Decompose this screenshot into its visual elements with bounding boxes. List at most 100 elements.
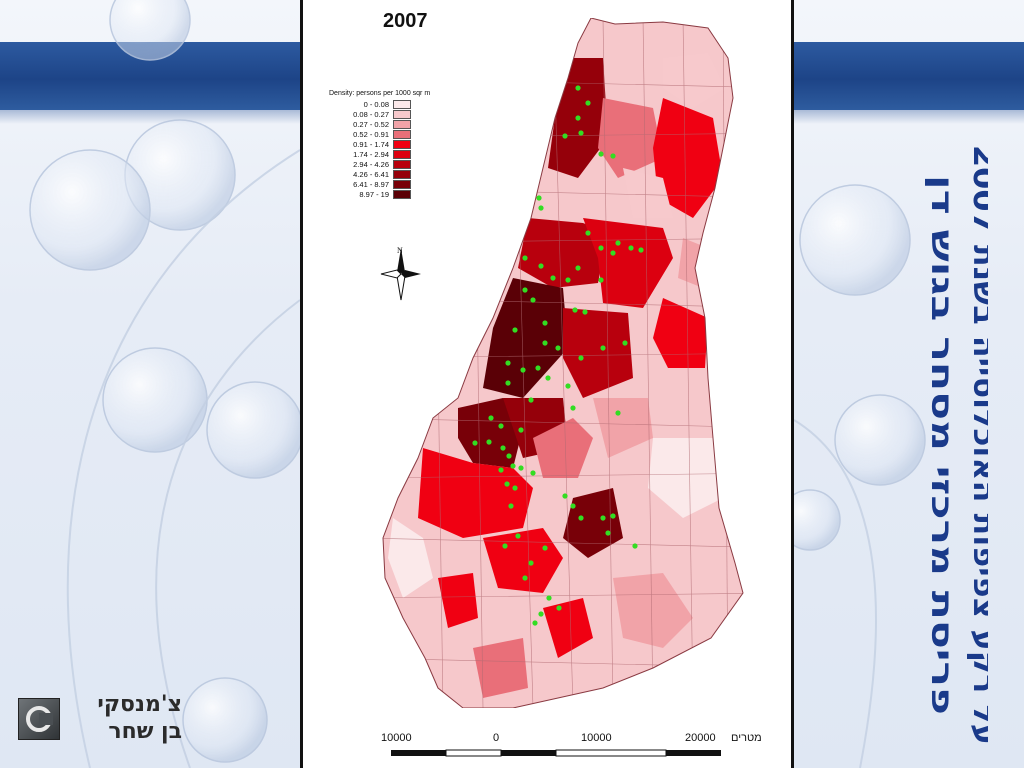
- commercial-center-marker: [500, 445, 506, 451]
- commercial-center-marker: [598, 151, 604, 157]
- commercial-center-marker: [585, 230, 591, 236]
- commercial-center-marker: [522, 287, 528, 293]
- commercial-center-marker: [472, 440, 478, 446]
- north-label: N: [397, 246, 403, 255]
- commercial-center-marker: [505, 360, 511, 366]
- commercial-center-marker: [570, 503, 576, 509]
- scale-label-mid: 10000: [581, 732, 612, 744]
- commercial-center-marker: [498, 467, 504, 473]
- scale-label-right: 20000: [685, 732, 716, 744]
- commercial-center-marker: [515, 533, 521, 539]
- north-arrow-icon: [380, 248, 421, 301]
- commercial-center-marker: [575, 265, 581, 271]
- commercial-center-marker: [506, 453, 512, 459]
- commercial-center-marker: [628, 245, 634, 251]
- legend-range-label: 0 - 0.08: [363, 99, 389, 109]
- scale-label-zero: 0: [493, 732, 500, 744]
- legend-range-label: 1.74 - 2.94: [353, 149, 389, 159]
- legend-row: 6.41 - 8.97: [329, 179, 445, 189]
- legend-range-label: 2.94 - 4.26: [353, 159, 389, 169]
- commercial-center-marker: [615, 240, 621, 246]
- legend-row: 0.91 - 1.74: [329, 139, 445, 149]
- commercial-center-marker: [565, 277, 571, 283]
- commercial-center-marker: [518, 465, 524, 471]
- commercial-center-marker: [622, 340, 628, 346]
- legend-row: 0.08 - 0.27: [329, 109, 445, 119]
- scale-unit: מטרים: [731, 732, 762, 744]
- legend-range-label: 0.52 - 0.91: [353, 129, 389, 139]
- commercial-center-marker: [610, 513, 616, 519]
- legend-swatch: [393, 139, 411, 149]
- legend-title: Density: persons per 1000 sqr m: [329, 90, 431, 97]
- commercial-center-marker: [598, 245, 604, 251]
- commercial-center-marker: [610, 153, 616, 159]
- commercial-center-marker: [610, 250, 616, 256]
- company-logo: צ'מנסקי בן שחר: [18, 692, 188, 750]
- legend-range-label: 6.41 - 8.97: [353, 179, 389, 189]
- commercial-center-marker: [486, 439, 492, 445]
- logo-mark-icon: [18, 698, 60, 740]
- legend-swatch: [393, 159, 411, 169]
- legend-row: 0.52 - 0.91: [329, 129, 445, 139]
- commercial-center-marker: [578, 515, 584, 521]
- legend-row: 8.97 - 19: [329, 189, 445, 199]
- legend-range-label: 8.97 - 19: [359, 189, 389, 199]
- commercial-center-marker: [562, 493, 568, 499]
- commercial-center-marker: [582, 309, 588, 315]
- commercial-center-marker: [532, 620, 538, 626]
- commercial-center-marker: [498, 423, 504, 429]
- legend-range-label: 0.91 - 1.74: [353, 139, 389, 149]
- commercial-center-marker: [585, 100, 591, 106]
- commercial-center-marker: [545, 375, 551, 381]
- scale-label-left: 10000: [381, 732, 412, 744]
- commercial-center-marker: [502, 543, 508, 549]
- logo-line2: בן שחר: [108, 719, 182, 744]
- commercial-center-marker: [562, 133, 568, 139]
- commercial-center-marker: [615, 410, 621, 416]
- logo-line1: צ'מנסקי: [97, 692, 182, 717]
- commercial-center-marker: [488, 415, 494, 421]
- legend-row: 0 - 0.08: [329, 99, 445, 109]
- commercial-center-marker: [578, 355, 584, 361]
- legend-row: 1.74 - 2.94: [329, 149, 445, 159]
- commercial-center-marker: [512, 485, 518, 491]
- commercial-center-marker: [550, 275, 556, 281]
- commercial-center-marker: [512, 327, 518, 333]
- commercial-center-marker: [542, 340, 548, 346]
- commercial-centers: [472, 85, 644, 626]
- commercial-center-marker: [518, 427, 524, 433]
- slide-title: פריסת מרכזי מסחר בגוש דן על רקע צפיפות ה…: [916, 130, 1001, 760]
- commercial-center-marker: [638, 247, 644, 253]
- commercial-center-marker: [572, 307, 578, 313]
- commercial-center-marker: [538, 205, 544, 211]
- commercial-center-marker: [565, 383, 571, 389]
- legend-row: 2.94 - 4.26: [329, 159, 445, 169]
- legend-swatch: [393, 99, 411, 109]
- commercial-center-marker: [578, 130, 584, 136]
- commercial-center-marker: [598, 277, 604, 283]
- commercial-center-marker: [632, 543, 638, 549]
- legend-swatch: [393, 129, 411, 139]
- legend-swatch: [393, 169, 411, 179]
- legend-swatch: [393, 179, 411, 189]
- legend-row: 4.26 - 6.41: [329, 169, 445, 179]
- commercial-center-marker: [538, 611, 544, 617]
- commercial-center-marker: [528, 560, 534, 566]
- commercial-center-marker: [542, 545, 548, 551]
- commercial-center-marker: [555, 345, 561, 351]
- commercial-center-marker: [542, 320, 548, 326]
- commercial-center-marker: [520, 367, 526, 373]
- commercial-center-marker: [536, 195, 542, 201]
- commercial-center-marker: [546, 595, 552, 601]
- map-year: 2007: [383, 10, 428, 32]
- map-panel: 2007 Density: persons per 1000 sqr m 0 -…: [300, 0, 794, 768]
- commercial-center-marker: [522, 575, 528, 581]
- legend-row: 0.27 - 0.52: [329, 119, 445, 129]
- commercial-center-marker: [508, 503, 514, 509]
- commercial-center-marker: [530, 297, 536, 303]
- commercial-center-marker: [575, 85, 581, 91]
- scale-bar: 10000 0 10000 20000 מטרים: [381, 728, 781, 762]
- commercial-center-marker: [600, 515, 606, 521]
- scale-bar-graphic: [391, 749, 721, 757]
- commercial-center-marker: [570, 405, 576, 411]
